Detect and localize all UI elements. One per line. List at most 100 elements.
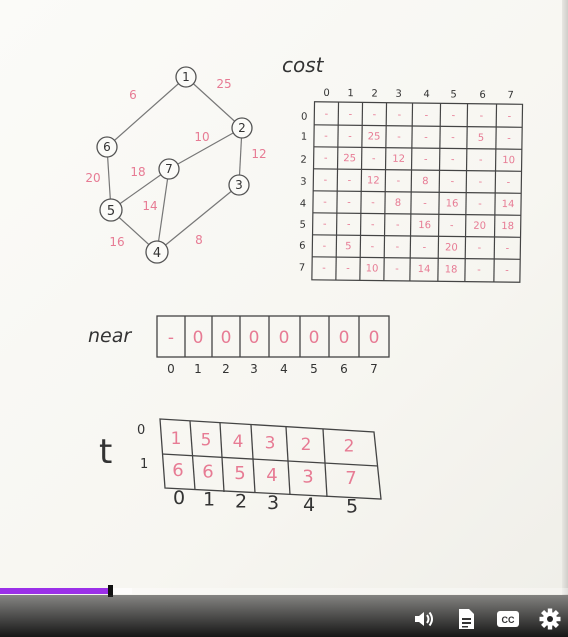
t-cell: 3 xyxy=(265,434,276,454)
cost-row-header: 6 xyxy=(299,241,306,252)
cost-row-header: 4 xyxy=(300,199,307,210)
progress-played xyxy=(0,588,108,594)
cost-col-header: 2 xyxy=(371,88,378,99)
cost-cell: - xyxy=(324,131,328,142)
cost-col-header: 4 xyxy=(423,89,430,100)
t-row-label: 1 xyxy=(140,457,148,472)
near-array xyxy=(156,315,390,358)
near-label: near xyxy=(88,325,132,347)
edge-weight: 16 xyxy=(109,235,124,249)
cost-cell: 18 xyxy=(501,221,514,232)
cost-cell: - xyxy=(396,220,400,231)
t-cell: 5 xyxy=(234,463,245,484)
cost-row-header: 2 xyxy=(300,155,307,166)
cost-title: cost xyxy=(282,53,325,77)
volume-button[interactable] xyxy=(411,606,437,632)
cost-cell: - xyxy=(322,263,326,274)
t-index: 3 xyxy=(267,492,279,514)
cost-cell: 18 xyxy=(445,264,458,275)
t-cell: 4 xyxy=(233,432,244,452)
cost-cell: - xyxy=(348,131,352,142)
cost-cell: - xyxy=(451,110,455,121)
cost-cell: - xyxy=(422,242,426,253)
graph-nodes xyxy=(96,66,253,264)
near-value: 0 xyxy=(369,328,380,348)
cost-cell: - xyxy=(451,154,455,165)
edge-weight: 12 xyxy=(251,147,266,161)
cost-cell: - xyxy=(450,220,454,231)
cost-cell: - xyxy=(346,263,350,274)
edge-weight: 6 xyxy=(129,88,137,102)
cost-cell: - xyxy=(396,176,400,187)
cost-cell: 8 xyxy=(422,176,429,187)
cost-cell: - xyxy=(372,109,376,120)
cost-cell: 10 xyxy=(366,263,379,274)
t-index: 0 xyxy=(173,487,185,509)
edge-weight: 10 xyxy=(194,130,209,144)
cost-cell: - xyxy=(395,242,399,253)
near-value: 0 xyxy=(339,328,350,348)
near-value: 0 xyxy=(221,328,232,348)
document-icon xyxy=(459,609,474,629)
t-cell: 7 xyxy=(345,468,356,489)
cost-cell: - xyxy=(424,132,428,143)
t-index: 5 xyxy=(346,496,358,518)
cost-cell: - xyxy=(372,153,376,164)
t-cell: 6 xyxy=(202,462,213,483)
cost-cell: - xyxy=(322,241,326,252)
edge-weight: 20 xyxy=(85,171,100,185)
t-cell: 4 xyxy=(266,465,277,486)
near-index: 3 xyxy=(250,362,258,376)
svg-text:CC: CC xyxy=(502,615,515,625)
cost-col-header: 7 xyxy=(507,90,514,101)
whiteboard: cost 1 2 3 4 5 6 xyxy=(85,53,524,518)
settings-button[interactable] xyxy=(537,606,563,632)
cost-cell: - xyxy=(505,265,509,276)
progress-handle[interactable] xyxy=(107,585,113,597)
near-index: 1 xyxy=(194,362,202,376)
cost-row-header: 3 xyxy=(300,177,307,188)
cost-cell: - xyxy=(397,132,401,143)
cost-cell: - xyxy=(478,199,482,210)
near-value: - xyxy=(168,328,174,348)
captions-button[interactable]: CC xyxy=(495,606,521,632)
cost-cell: - xyxy=(424,110,428,121)
cost-col-header: 1 xyxy=(347,88,354,99)
cost-cell: - xyxy=(347,219,351,230)
cost-cell: - xyxy=(478,177,482,188)
cost-matrix: 0 1 2 3 4 5 6 7 0 1 2 3 4 5 6 7 xyxy=(299,88,524,283)
edge-weight: 8 xyxy=(195,233,203,247)
progress-track[interactable] xyxy=(0,588,568,594)
t-cell: 2 xyxy=(344,437,355,457)
near-index: 5 xyxy=(310,362,318,376)
cost-col-header: 3 xyxy=(395,89,402,100)
transcript-button[interactable] xyxy=(453,606,479,632)
cost-cells: - - - - - - - - - - 25 - - - 5 - - 25 - 12 - - - 10 - - 12 - 8 - - - - - -… xyxy=(322,109,515,276)
graph-node-label: 2 xyxy=(238,121,246,135)
graph-node-label: 7 xyxy=(165,162,173,176)
t-label: t xyxy=(99,432,112,472)
near-value: 0 xyxy=(249,328,260,348)
cost-cell: 12 xyxy=(392,154,405,165)
graph-node xyxy=(99,198,123,222)
cost-cell: - xyxy=(451,132,455,143)
t-index: 1 xyxy=(203,489,215,511)
t-cell: 2 xyxy=(301,435,312,455)
cost-cell: 20 xyxy=(445,242,458,253)
graph-node-label: 6 xyxy=(103,140,111,154)
cost-row-header: 5 xyxy=(299,220,306,231)
cost-col-header: 5 xyxy=(450,89,457,100)
graph-node-label: 4 xyxy=(153,246,161,261)
cost-col-header: 0 xyxy=(323,88,330,99)
progress-bar[interactable] xyxy=(0,585,568,597)
volume-icon xyxy=(415,611,433,627)
cost-cell: - xyxy=(397,110,401,121)
cost-cell: - xyxy=(347,197,351,208)
cost-cell: 14 xyxy=(418,264,431,275)
near-index: 7 xyxy=(370,362,378,376)
near-value: 0 xyxy=(279,328,290,348)
cost-cell: - xyxy=(477,265,481,276)
